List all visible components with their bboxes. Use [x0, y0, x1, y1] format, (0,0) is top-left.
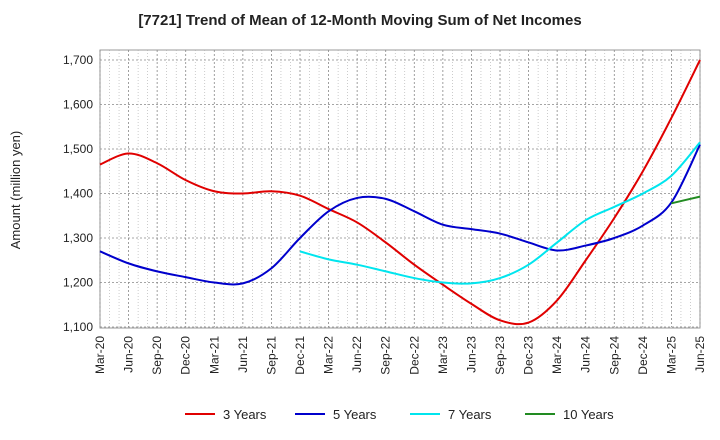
legend-item: 5 Years [295, 407, 377, 422]
x-tick-label: Jun-22 [350, 336, 364, 373]
y-tick-label: 1,200 [63, 276, 93, 290]
y-tick-label: 1,300 [63, 231, 93, 245]
x-tick-label: Jun-23 [464, 336, 478, 373]
x-tick-label: Sep-21 [264, 336, 278, 375]
x-tick-label: Sep-23 [493, 336, 507, 375]
plot-area [99, 49, 701, 329]
x-tick-label: Mar-24 [550, 336, 564, 374]
x-tick-label: Dec-23 [522, 336, 536, 375]
legend: 3 Years 5 Years 7 Years 10 Years [185, 407, 614, 422]
x-tick-label: Mar-21 [207, 336, 221, 374]
series-line-5-years [99, 144, 701, 286]
x-tick-label: Sep-22 [379, 336, 393, 375]
chart-title: [7721] Trend of Mean of 12-Month Moving … [138, 12, 582, 29]
x-tick-label: Jun-25 [693, 336, 707, 373]
legend-label: 5 Years [333, 407, 377, 422]
y-tick-labels: 1,100 1,200 1,300 1,400 1,500 1,600 1,700 [63, 53, 93, 334]
legend-label: 3 Years [223, 407, 267, 422]
y-tick-label: 1,400 [63, 187, 93, 201]
x-tick-label: Dec-22 [407, 336, 421, 375]
y-tick-label: 1,500 [63, 142, 93, 156]
x-tick-label: Mar-23 [436, 336, 450, 374]
series-line-7-years [299, 141, 701, 285]
legend-item: 3 Years [185, 407, 267, 422]
x-tick-label: Dec-21 [293, 336, 307, 375]
x-tick-label: Dec-24 [636, 336, 650, 375]
legend-label: 7 Years [448, 407, 492, 422]
y-axis-title: Amount (million yen) [8, 131, 23, 250]
series-line-10-years [671, 195, 701, 205]
x-tick-label: Mar-20 [93, 336, 107, 374]
legend-item: 7 Years [410, 407, 492, 422]
x-tick-label: Dec-20 [179, 336, 193, 375]
x-tick-label: Jun-24 [579, 336, 593, 373]
x-tick-label: Sep-24 [607, 336, 621, 375]
y-tick-label: 1,600 [63, 98, 93, 112]
series-lines [99, 59, 701, 326]
x-tick-label: Mar-22 [322, 336, 336, 374]
x-tick-label: Mar-25 [664, 336, 678, 374]
y-tick-label: 1,700 [63, 53, 93, 67]
x-tick-labels: Mar-20 Jun-20 Sep-20 Dec-20 Mar-21 Jun-21 Sep-… [93, 336, 707, 375]
legend-label: 10 Years [563, 407, 614, 422]
y-tick-label: 1,100 [63, 320, 93, 334]
legend-item: 10 Years [525, 407, 614, 422]
x-tick-label: Jun-20 [122, 336, 136, 373]
x-tick-label: Jun-21 [236, 336, 250, 373]
x-tick-label: Sep-20 [150, 336, 164, 375]
series-line-3-years [99, 59, 701, 326]
